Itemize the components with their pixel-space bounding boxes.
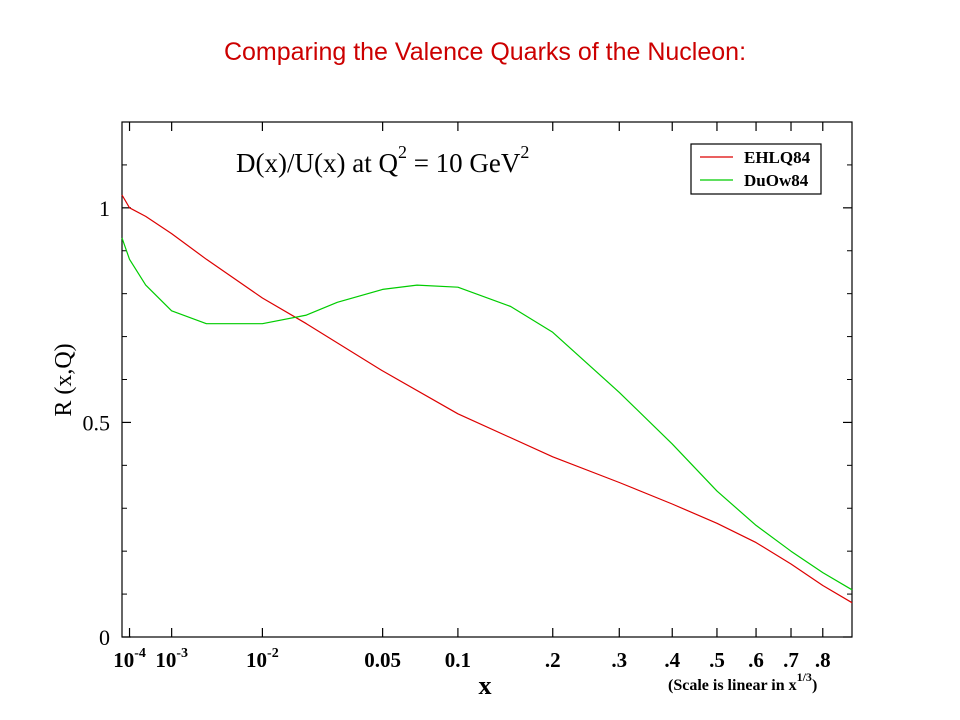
chart-title: D(x)/U(x) at Q2 = 10 GeV2 [236, 142, 529, 178]
y-tick-labels: 00.51 [83, 196, 111, 650]
x-tick-label-base: 0.1 [445, 648, 471, 672]
x-tick-label-exp: -4 [134, 646, 146, 661]
x-tick-label: 10-4 [113, 646, 146, 672]
x-tick-label-base: .6 [748, 648, 764, 672]
chart-title-main: D(x)/U(x) at Q [236, 148, 398, 178]
x-tick-labels: 10-4 10-3 10-2 0.05 0.1.2.3.4.5.6.7.8 [113, 646, 830, 672]
y-tick-label: 1 [99, 196, 110, 221]
ticks-layer [122, 122, 852, 638]
x-tick-label-base: .2 [545, 648, 561, 672]
chart-title-sup1: 2 [398, 142, 407, 162]
y-tick-label: 0 [99, 625, 110, 650]
x-tick-label-base: .7 [783, 648, 799, 672]
x-tick-label: 10-3 [155, 646, 188, 672]
plot-frame [121, 121, 853, 638]
x-tick-label-exp: -3 [176, 646, 188, 661]
x-tick-label-base: .5 [709, 648, 725, 672]
x-tick-label: .7 [783, 648, 799, 672]
x-tick-label-exp: -2 [267, 646, 279, 661]
x-tick-label: .2 [545, 648, 561, 672]
y-axis-label: R (x,Q) [51, 343, 77, 416]
x-tick-label: 0.05 [364, 648, 401, 672]
series-line-duow84 [121, 237, 853, 591]
x-tick-label: 0.1 [445, 648, 471, 672]
series-line-ehlq84 [121, 194, 853, 604]
x-tick-label: .4 [664, 648, 680, 672]
x-tick-label: .8 [815, 648, 831, 672]
slide-title: Comparing the Valence Quarks of the Nucl… [223, 38, 747, 66]
x-tick-label-base: 10 [155, 648, 176, 672]
x-axis-label: x [479, 671, 492, 700]
x-scale-note-main: (Scale is linear in x [668, 677, 797, 694]
legend-box [690, 143, 822, 195]
x-tick-label: .6 [748, 648, 764, 672]
x-tick-label-base: .8 [815, 648, 831, 672]
x-tick-label-base: .3 [611, 648, 627, 672]
legend-label-duow84: DuOw84 [744, 171, 809, 190]
x-tick-label-base: 10 [113, 648, 134, 672]
x-tick-label: .5 [709, 648, 725, 672]
chart-title-sup2: 2 [520, 142, 529, 162]
x-tick-label: 10-2 [246, 646, 279, 672]
legend: EHLQ84 DuOw84 [690, 143, 822, 195]
x-tick-label: .3 [611, 648, 627, 672]
series-layer [121, 194, 853, 604]
y-tick-label: 0.5 [83, 410, 111, 435]
legend-label-ehlq84: EHLQ84 [744, 148, 811, 167]
chart-title-mid: = 10 GeV [407, 148, 521, 178]
x-scale-note: (Scale is linear in x1/3) [668, 670, 817, 694]
x-scale-note-end: ) [812, 677, 817, 694]
x-tick-label-base: 10 [246, 648, 267, 672]
x-tick-label-base: 0.05 [364, 648, 401, 672]
x-scale-note-sup: 1/3 [797, 670, 812, 684]
x-tick-label-base: .4 [664, 648, 680, 672]
